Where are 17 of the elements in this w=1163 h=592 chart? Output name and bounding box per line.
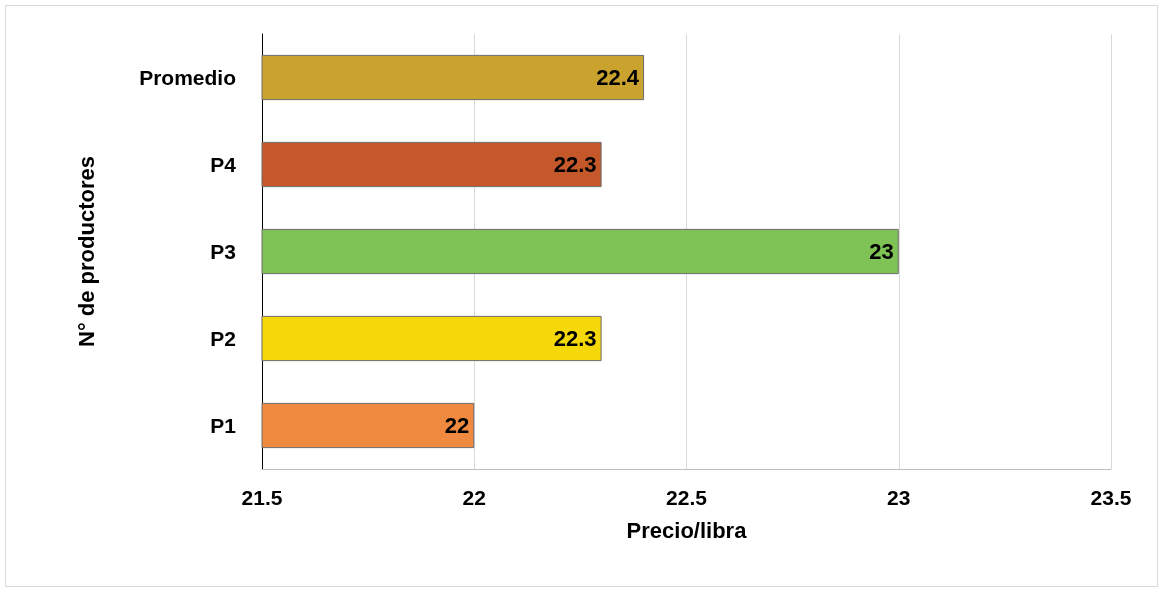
data-label: 22.3 xyxy=(553,326,597,351)
data-label: 22.4 xyxy=(596,65,640,90)
x-tick-label: 22 xyxy=(462,486,486,509)
x-tick-label: 23.5 xyxy=(1090,486,1132,509)
x-tick-label: 23 xyxy=(887,486,911,509)
y-tick-label: P1 xyxy=(210,414,237,437)
y-tick-label: P3 xyxy=(210,240,236,263)
data-label: 23 xyxy=(869,239,894,264)
data-label: 22.3 xyxy=(553,152,597,177)
x-axis-title: Precio/libra xyxy=(626,517,748,543)
y-tick-label: P4 xyxy=(210,153,237,176)
y-tick-label: Promedio xyxy=(139,66,236,89)
y-axis-title: N° de productores xyxy=(73,156,99,347)
x-tick-label: 22.5 xyxy=(666,486,708,509)
x-tick-label: 21.5 xyxy=(241,486,283,509)
data-label: 22 xyxy=(444,413,470,438)
y-tick-label: P2 xyxy=(210,327,236,350)
